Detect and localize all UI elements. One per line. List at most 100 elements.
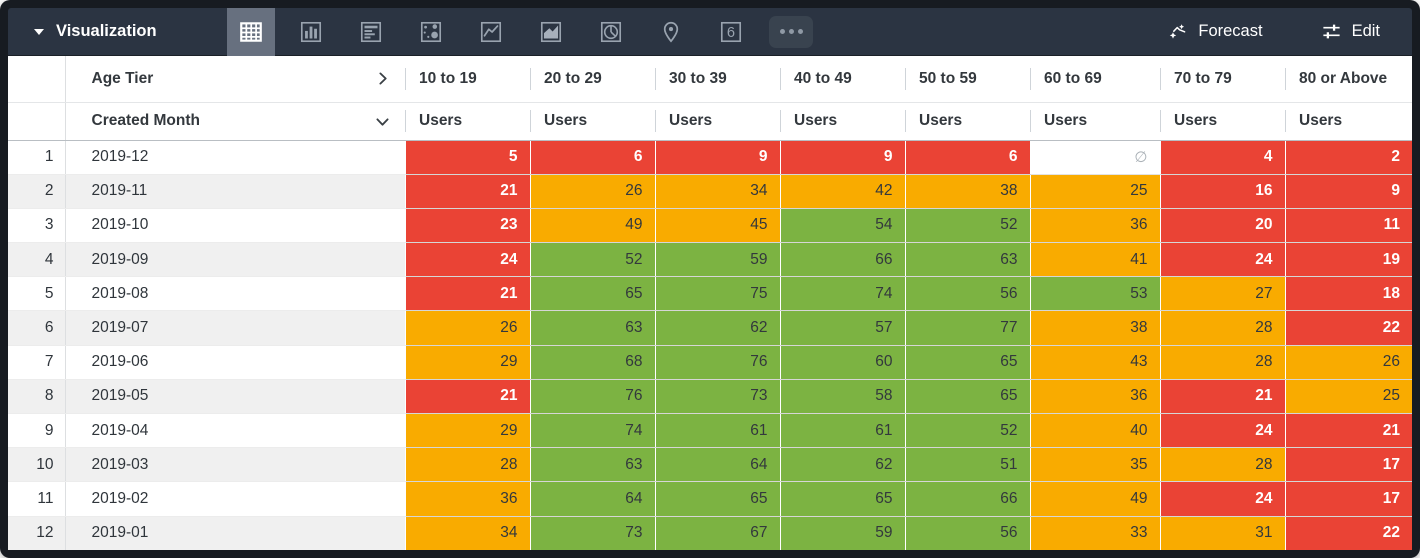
- month-cell[interactable]: 2019-03: [65, 447, 405, 483]
- edit-button[interactable]: Edit: [1321, 21, 1380, 42]
- users-value-cell[interactable]: 49: [1029, 481, 1160, 517]
- users-value-cell[interactable]: 42: [779, 174, 905, 209]
- users-measure-header[interactable]: Users: [405, 102, 530, 141]
- age-tier-column-header[interactable]: 50 to 59: [905, 56, 1030, 103]
- users-value-cell[interactable]: 74: [529, 413, 655, 449]
- users-value-cell[interactable]: 63: [529, 447, 655, 483]
- column-chart-icon[interactable]: [287, 8, 335, 56]
- users-value-cell[interactable]: 29: [404, 345, 530, 380]
- users-value-cell[interactable]: 58: [779, 379, 905, 415]
- map-pin-icon[interactable]: [647, 8, 695, 56]
- users-value-cell[interactable]: 21: [404, 174, 530, 209]
- month-cell[interactable]: 2019-05: [65, 379, 405, 415]
- users-value-cell[interactable]: 4: [1159, 140, 1285, 175]
- users-value-cell[interactable]: 76: [529, 379, 655, 415]
- month-cell[interactable]: 2019-07: [65, 310, 405, 346]
- age-tier-column-header[interactable]: 80 or Above: [1285, 56, 1412, 103]
- users-value-cell[interactable]: 57: [779, 310, 905, 346]
- users-value-cell[interactable]: 21: [1284, 413, 1412, 449]
- users-value-cell[interactable]: 24: [1159, 481, 1285, 517]
- month-cell[interactable]: 2019-01: [65, 516, 405, 550]
- age-tier-column-header[interactable]: 70 to 79: [1160, 56, 1285, 103]
- users-value-cell[interactable]: 73: [654, 379, 780, 415]
- chevron-right-icon[interactable]: [374, 70, 391, 87]
- users-value-cell[interactable]: 52: [904, 208, 1030, 244]
- forecast-button[interactable]: Forecast: [1168, 22, 1263, 42]
- users-value-cell[interactable]: 53: [1029, 276, 1160, 312]
- users-value-cell[interactable]: 65: [779, 481, 905, 517]
- users-value-cell[interactable]: 33: [1029, 516, 1160, 550]
- users-value-cell[interactable]: 66: [904, 481, 1030, 517]
- users-value-cell[interactable]: 43: [1029, 345, 1160, 380]
- users-value-cell[interactable]: 77: [904, 310, 1030, 346]
- users-measure-header[interactable]: Users: [780, 102, 905, 141]
- users-measure-header[interactable]: Users: [1285, 102, 1412, 141]
- users-value-cell[interactable]: 67: [654, 516, 780, 550]
- users-value-cell[interactable]: 62: [779, 447, 905, 483]
- users-value-cell[interactable]: 28: [1159, 310, 1285, 346]
- month-cell[interactable]: 2019-06: [65, 345, 405, 380]
- users-value-cell[interactable]: 34: [404, 516, 530, 550]
- users-value-cell[interactable]: 26: [1284, 345, 1412, 380]
- users-value-cell[interactable]: 18: [1284, 276, 1412, 312]
- users-value-cell[interactable]: 6: [529, 140, 655, 175]
- users-value-cell[interactable]: 24: [1159, 242, 1285, 278]
- users-value-cell[interactable]: 60: [779, 345, 905, 380]
- users-value-cell[interactable]: 65: [904, 345, 1030, 380]
- age-tier-column-header[interactable]: 40 to 49: [780, 56, 905, 103]
- users-value-cell[interactable]: 31: [1159, 516, 1285, 550]
- users-value-cell[interactable]: 9: [1284, 174, 1412, 209]
- users-value-cell[interactable]: 17: [1284, 481, 1412, 517]
- users-value-cell[interactable]: 45: [654, 208, 780, 244]
- users-value-cell[interactable]: 49: [529, 208, 655, 244]
- users-value-cell[interactable]: 22: [1284, 310, 1412, 346]
- table-chart-icon[interactable]: [227, 7, 275, 56]
- users-value-cell[interactable]: 62: [654, 310, 780, 346]
- users-value-cell[interactable]: 17: [1284, 447, 1412, 483]
- users-value-cell[interactable]: 25: [1029, 174, 1160, 209]
- users-measure-header[interactable]: Users: [530, 102, 655, 141]
- users-value-cell[interactable]: 63: [904, 242, 1030, 278]
- users-value-cell[interactable]: 27: [1159, 276, 1285, 312]
- users-value-cell[interactable]: 64: [529, 481, 655, 517]
- users-value-cell[interactable]: 59: [654, 242, 780, 278]
- users-measure-header[interactable]: Users: [655, 102, 780, 141]
- users-value-cell[interactable]: 36: [404, 481, 530, 517]
- age-tier-column-header[interactable]: 20 to 29: [530, 56, 655, 103]
- users-value-cell[interactable]: 34: [654, 174, 780, 209]
- users-value-cell[interactable]: 9: [779, 140, 905, 175]
- users-value-cell[interactable]: 75: [654, 276, 780, 312]
- users-value-cell[interactable]: 26: [529, 174, 655, 209]
- month-cell[interactable]: 2019-04: [65, 413, 405, 449]
- single-value-icon[interactable]: 6: [707, 8, 755, 56]
- month-cell[interactable]: 2019-11: [65, 174, 405, 209]
- visualization-menu[interactable]: Visualization: [8, 8, 227, 55]
- users-value-cell[interactable]: 2: [1284, 140, 1412, 175]
- scatter-chart-icon[interactable]: [407, 8, 455, 56]
- users-value-cell[interactable]: 20: [1159, 208, 1285, 244]
- users-value-cell[interactable]: 24: [1159, 413, 1285, 449]
- more-options-icon[interactable]: [767, 8, 815, 56]
- users-value-cell[interactable]: 29: [404, 413, 530, 449]
- age-tier-column-header[interactable]: 60 to 69: [1030, 56, 1160, 103]
- users-measure-header[interactable]: Users: [1160, 102, 1285, 141]
- users-value-cell[interactable]: 54: [779, 208, 905, 244]
- users-value-cell[interactable]: 28: [1159, 345, 1285, 380]
- users-value-cell[interactable]: 65: [904, 379, 1030, 415]
- users-value-cell[interactable]: 51: [904, 447, 1030, 483]
- chevron-down-icon[interactable]: [374, 113, 391, 130]
- line-chart-icon[interactable]: [467, 8, 515, 56]
- users-value-cell[interactable]: 24: [404, 242, 530, 278]
- users-value-cell[interactable]: 68: [529, 345, 655, 380]
- users-value-cell[interactable]: 52: [904, 413, 1030, 449]
- users-value-cell[interactable]: 9: [654, 140, 780, 175]
- users-value-cell[interactable]: 40: [1029, 413, 1160, 449]
- users-measure-header[interactable]: Users: [1030, 102, 1160, 141]
- users-value-cell[interactable]: 76: [654, 345, 780, 380]
- users-value-cell[interactable]: 52: [529, 242, 655, 278]
- users-value-cell[interactable]: 21: [404, 276, 530, 312]
- pie-chart-icon[interactable]: [587, 8, 635, 56]
- users-measure-header[interactable]: Users: [905, 102, 1030, 141]
- month-cell[interactable]: 2019-10: [65, 208, 405, 244]
- month-cell[interactable]: 2019-02: [65, 481, 405, 517]
